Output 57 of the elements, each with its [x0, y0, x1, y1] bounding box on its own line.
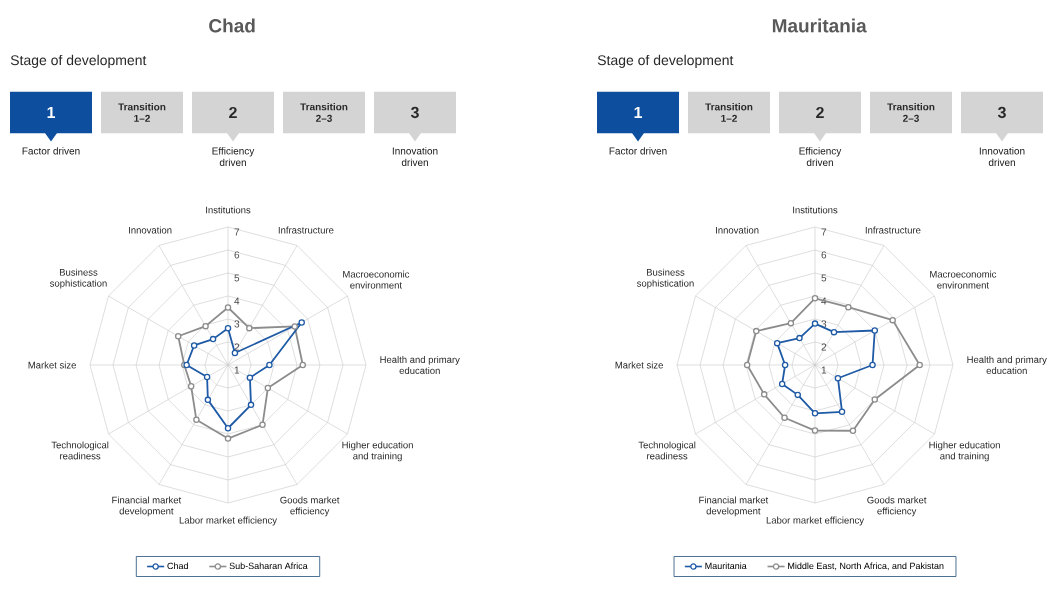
text: 3 [997, 106, 1006, 119]
y-tick-label: 7 [234, 228, 240, 236]
text: Transition 2–3 [887, 103, 935, 122]
legend-label: Sub-Saharan Africa [229, 562, 308, 570]
spoke-label: Labor market efficiency [766, 516, 865, 526]
text: Efficiency driven [799, 147, 842, 166]
text: 3 [410, 106, 419, 119]
y-tick-label: 1 [234, 366, 240, 374]
spoke-label: Technological readiness [51, 441, 109, 460]
chart-subtitle: Stage of development [10, 54, 147, 68]
y-tick-label: 5 [821, 274, 827, 282]
text: Factor driven [609, 147, 667, 155]
spoke-label: Financial market development [112, 496, 182, 517]
spoke-label: Infrastructure [865, 226, 921, 234]
spoke-label: Financial market development [699, 496, 769, 517]
y-tick-label: 2 [821, 343, 827, 351]
y-tick-label: 6 [821, 251, 827, 259]
text: Transition 2–3 [300, 103, 348, 122]
spoke-label: Macroeconomic environment [930, 270, 997, 289]
text: Transition 1–2 [705, 103, 753, 122]
spoke-label: Health and primary education [380, 356, 460, 374]
spoke-label: Higher education and training [342, 441, 413, 462]
y-tick-label: 6 [234, 251, 240, 259]
spoke-label: Business sophistication [636, 268, 694, 289]
text: 1 [47, 106, 56, 118]
legend-label: Chad [167, 562, 188, 570]
chart-subtitle: Stage of development [597, 54, 734, 68]
spoke-label: Business sophistication [49, 268, 107, 289]
text: 1 [634, 106, 643, 118]
y-tick-label: 5 [234, 274, 240, 282]
legend-label: Mauritania [705, 562, 747, 570]
legend-label: Middle East, North Africa, and Pakistan [788, 562, 944, 571]
text: Efficiency driven [212, 147, 255, 166]
spoke-label: Higher education and training [929, 441, 1000, 462]
y-tick-label: 4 [234, 297, 240, 305]
spoke-label: Infrastructure [278, 226, 334, 234]
spoke-label: Technological readiness [638, 441, 696, 460]
spoke-label: Innovation [129, 226, 172, 234]
spoke-label: Macroeconomic environment [343, 270, 410, 289]
spoke-label: Goods market efficiency [867, 496, 927, 517]
spoke-label: Institutions [206, 206, 251, 214]
spoke-label: Labor market efficiency [179, 516, 277, 526]
spoke-label: Institutions [793, 206, 838, 214]
spoke-label: Market size [615, 361, 663, 369]
spoke-label: Health and primary education [967, 356, 1047, 374]
chart-title: Chad [209, 18, 255, 33]
text: Factor driven [22, 147, 80, 155]
y-tick-label: 7 [821, 228, 827, 236]
y-tick-label: 3 [234, 320, 240, 328]
y-tick-label: 1 [821, 366, 827, 374]
text: Innovation driven [979, 147, 1025, 166]
chart-title: Mauritania [772, 18, 867, 33]
text: Transition 1–2 [118, 103, 166, 122]
spoke-label: Goods market efficiency [280, 496, 340, 517]
text: Innovation driven [392, 147, 438, 166]
spoke-label: Market size [28, 361, 76, 369]
spoke-label: Innovation [716, 226, 759, 234]
